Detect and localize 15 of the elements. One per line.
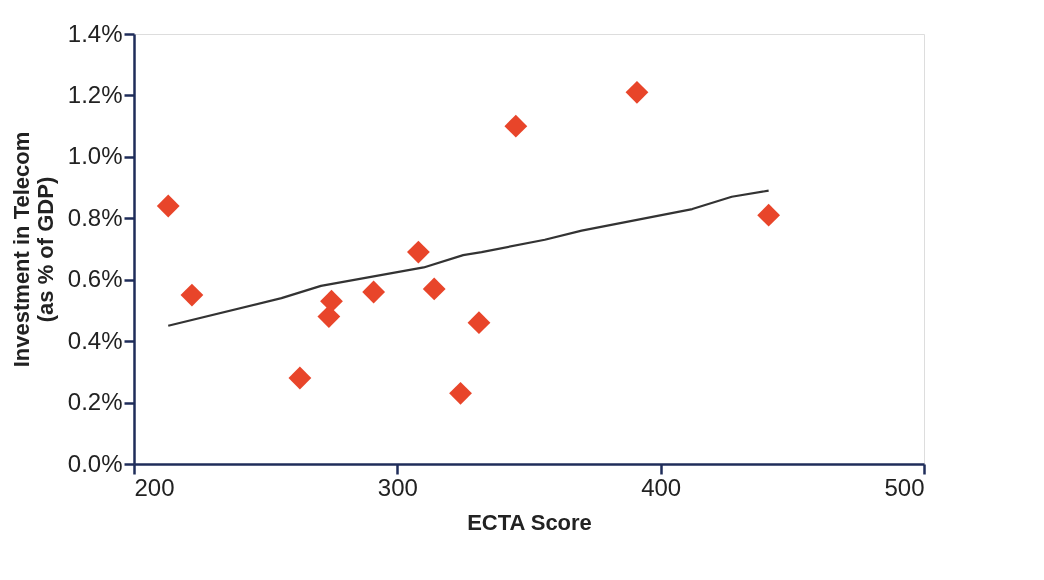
line-series [167,189,770,327]
y-tick-label: 0.6% [67,265,123,293]
y-tick-label: 0.2% [67,388,123,416]
y-tick-label: 1.2% [67,80,123,108]
y-tick-label: 0.4% [67,326,123,354]
y-tick-label: 1.4% [67,19,123,47]
y-tick-label: 0.8% [67,203,123,231]
y-tick-label: 0.0% [67,449,123,477]
y-axis-title: Investment in Telecom (as % of GDP) [8,131,58,368]
x-tick-label: 200 [134,473,175,501]
y-tick-label: 1.0% [67,142,123,170]
x-tick-label: 400 [641,473,682,501]
x-axis-title: ECTA Score [467,509,592,535]
x-tick-label: 500 [884,473,925,501]
x-tick-label: 300 [377,473,418,501]
